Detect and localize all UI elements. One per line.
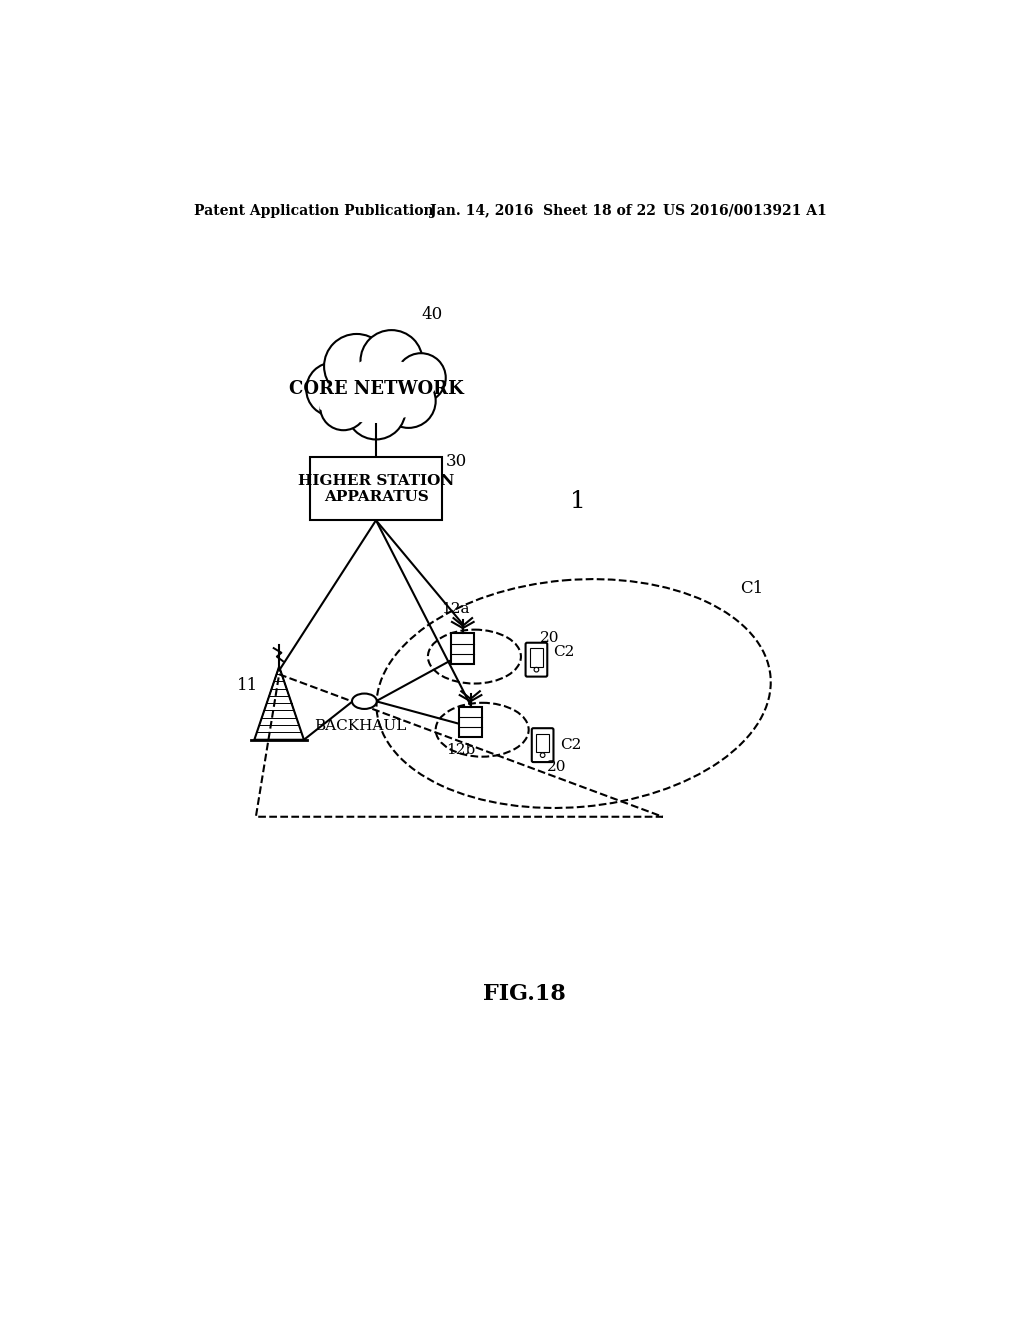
Text: C2: C2 <box>554 645 574 659</box>
Polygon shape <box>310 339 442 428</box>
Text: 12a: 12a <box>441 602 470 616</box>
Text: 12b: 12b <box>445 743 475 756</box>
Circle shape <box>360 330 423 392</box>
Text: BACKHAUL: BACKHAUL <box>314 719 407 733</box>
FancyBboxPatch shape <box>525 643 547 677</box>
Text: 40: 40 <box>421 306 442 323</box>
Circle shape <box>535 668 539 672</box>
FancyBboxPatch shape <box>531 729 554 762</box>
Text: 11: 11 <box>237 677 258 694</box>
FancyBboxPatch shape <box>452 634 474 664</box>
Circle shape <box>324 334 389 399</box>
Text: US 2016/0013921 A1: US 2016/0013921 A1 <box>663 203 826 218</box>
Polygon shape <box>317 354 436 422</box>
Circle shape <box>396 354 445 403</box>
Text: HIGHER STATION
APPARATUS: HIGHER STATION APPARATUS <box>298 474 454 504</box>
Text: C1: C1 <box>740 579 764 597</box>
Ellipse shape <box>352 693 377 709</box>
Text: C2: C2 <box>560 738 581 752</box>
Text: CORE NETWORK: CORE NETWORK <box>289 380 464 399</box>
Text: 30: 30 <box>445 453 467 470</box>
Circle shape <box>306 363 360 416</box>
Text: 1: 1 <box>569 490 586 512</box>
FancyBboxPatch shape <box>310 457 442 520</box>
Circle shape <box>346 381 406 440</box>
Circle shape <box>321 384 367 430</box>
Text: Patent Application Publication: Patent Application Publication <box>194 203 433 218</box>
Text: 20: 20 <box>541 631 560 645</box>
FancyBboxPatch shape <box>530 648 543 667</box>
FancyBboxPatch shape <box>459 706 482 738</box>
Circle shape <box>541 752 545 758</box>
FancyBboxPatch shape <box>537 734 549 752</box>
Circle shape <box>381 374 435 428</box>
Text: Jan. 14, 2016  Sheet 18 of 22: Jan. 14, 2016 Sheet 18 of 22 <box>430 203 656 218</box>
Text: FIG.18: FIG.18 <box>483 983 566 1005</box>
Text: 20: 20 <box>547 760 566 774</box>
